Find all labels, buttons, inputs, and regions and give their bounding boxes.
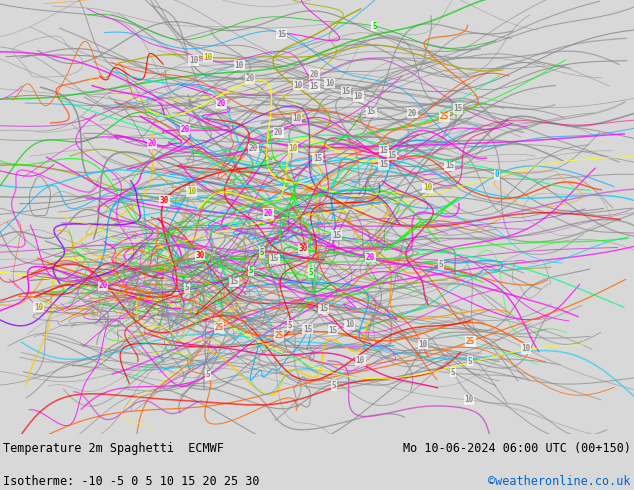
Text: Isotherme: -10 -5 0 5 10 15 20 25 30: Isotherme: -10 -5 0 5 10 15 20 25 30: [3, 475, 260, 489]
Text: 15: 15: [387, 150, 396, 160]
Text: 10: 10: [34, 302, 43, 312]
Text: 10: 10: [288, 144, 298, 153]
Text: 20: 20: [249, 144, 258, 153]
Text: 10: 10: [354, 92, 363, 101]
Text: 20: 20: [274, 128, 283, 137]
Text: 5: 5: [260, 248, 264, 257]
Text: 30: 30: [298, 245, 307, 253]
Text: 20: 20: [245, 74, 255, 83]
Text: 15: 15: [277, 30, 287, 39]
Text: 10: 10: [292, 114, 302, 123]
Text: 15: 15: [269, 254, 279, 263]
Text: 15: 15: [328, 325, 337, 335]
Text: ©weatheronline.co.uk: ©weatheronline.co.uk: [488, 475, 631, 489]
Text: 5: 5: [439, 260, 443, 269]
Text: 5: 5: [468, 357, 472, 366]
Text: 15: 15: [379, 160, 388, 169]
Text: 10: 10: [418, 340, 428, 348]
Text: 15: 15: [319, 304, 328, 314]
Text: Temperature 2m Spaghetti  ECMWF: Temperature 2m Spaghetti ECMWF: [3, 442, 224, 455]
Text: 10: 10: [465, 395, 474, 404]
Text: 5: 5: [332, 381, 336, 390]
Text: 30: 30: [195, 251, 205, 260]
Text: 10: 10: [293, 80, 302, 90]
Text: 20: 20: [408, 109, 417, 118]
Text: 10: 10: [204, 53, 212, 62]
Text: 15: 15: [380, 146, 389, 155]
Text: 5: 5: [205, 370, 210, 379]
Text: 10: 10: [345, 320, 354, 329]
Text: 25: 25: [214, 323, 224, 332]
Text: 15: 15: [303, 324, 313, 334]
Text: 0: 0: [495, 170, 500, 179]
Text: 20: 20: [147, 139, 157, 148]
Text: 5: 5: [184, 284, 190, 293]
Text: 20: 20: [264, 209, 273, 218]
Text: 10: 10: [189, 56, 198, 65]
Text: 15: 15: [453, 104, 462, 113]
Text: 20: 20: [310, 70, 320, 79]
Text: 20: 20: [181, 125, 190, 134]
Text: 20: 20: [366, 253, 375, 262]
Text: 30: 30: [160, 196, 169, 205]
Text: 10: 10: [235, 60, 244, 70]
Text: 5: 5: [288, 321, 292, 330]
Text: 5: 5: [451, 368, 455, 377]
Text: 5: 5: [309, 268, 313, 277]
Text: 15: 15: [366, 107, 376, 117]
Text: 15: 15: [230, 277, 238, 286]
Text: 20: 20: [98, 281, 108, 291]
Text: 25: 25: [465, 337, 475, 346]
Text: 15: 15: [332, 231, 341, 240]
Text: Mo 10-06-2024 06:00 UTC (00+150): Mo 10-06-2024 06:00 UTC (00+150): [403, 442, 631, 455]
Text: 15: 15: [313, 154, 322, 163]
Text: 15: 15: [445, 161, 454, 171]
Text: 10: 10: [187, 187, 197, 196]
Text: 10: 10: [356, 356, 365, 365]
Text: 5: 5: [372, 22, 377, 31]
Text: 25: 25: [440, 113, 450, 122]
Text: 10: 10: [423, 183, 432, 192]
Text: 20: 20: [217, 99, 226, 108]
Text: 10: 10: [521, 344, 531, 353]
Text: 15: 15: [342, 87, 351, 97]
Text: 10: 10: [325, 78, 334, 88]
Text: 15: 15: [309, 82, 319, 91]
Text: 5: 5: [249, 267, 254, 275]
Text: 25: 25: [275, 331, 283, 340]
